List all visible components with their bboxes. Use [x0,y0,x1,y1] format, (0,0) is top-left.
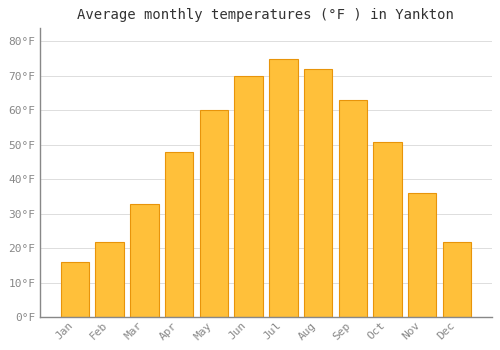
Bar [269,59,298,317]
Bar [408,193,436,317]
Bar [442,241,471,317]
Bar [130,204,158,317]
Bar [96,241,124,317]
Title: Average monthly temperatures (°F ) in Yankton: Average monthly temperatures (°F ) in Ya… [78,8,454,22]
Bar [234,76,263,317]
Bar [373,141,402,317]
Bar [60,262,89,317]
Bar [304,69,332,317]
Bar [338,100,367,317]
Bar [200,111,228,317]
Bar [165,152,194,317]
